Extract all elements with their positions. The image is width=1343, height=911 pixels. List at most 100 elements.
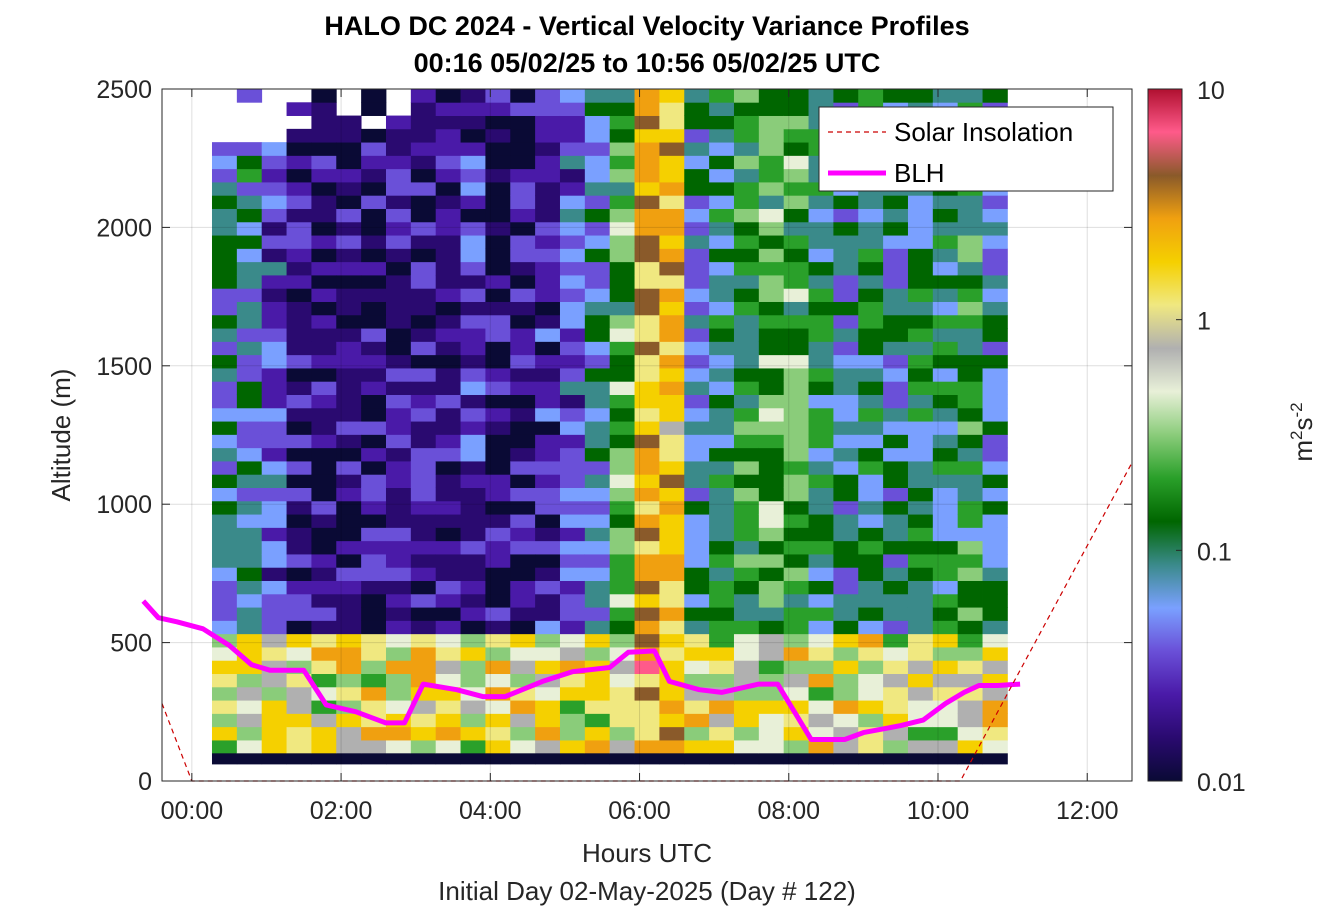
heatmap-cell: [783, 89, 809, 103]
heatmap-cell: [957, 593, 983, 608]
heatmap-cell: [609, 102, 635, 116]
heatmap-cell: [758, 89, 785, 103]
heatmap-cell: [907, 381, 934, 395]
heatmap-cell: [808, 288, 834, 302]
heatmap-cell: [758, 474, 785, 488]
heatmap-cell: [932, 487, 959, 502]
heatmap-cell: [535, 208, 561, 223]
heatmap-cell: [858, 753, 884, 765]
heatmap-cell: [485, 354, 511, 369]
heatmap-cell: [684, 354, 710, 369]
heatmap-cell: [261, 726, 287, 741]
heatmap-cell: [733, 474, 760, 488]
heatmap-cell: [510, 235, 536, 249]
heatmap-cell: [783, 301, 809, 316]
heatmap-cell: [261, 407, 287, 422]
heatmap-cell: [907, 567, 934, 581]
heatmap-cell: [858, 341, 884, 356]
heatmap-cell: [211, 540, 238, 555]
heatmap-cell: [510, 182, 536, 196]
heatmap-cell: [286, 726, 312, 741]
heatmap-cell: [982, 540, 1008, 555]
heatmap-cell: [435, 314, 461, 329]
heatmap-cell: [907, 354, 934, 369]
chart-title-line2: 00:16 05/02/25 to 10:56 05/02/25 UTC: [414, 48, 881, 78]
heatmap-cell: [361, 647, 387, 661]
heatmap-cell: [733, 394, 760, 409]
colorbar-tick-label: 0.1: [1197, 538, 1232, 566]
heatmap-cell: [410, 713, 437, 728]
heatmap-cell: [211, 726, 238, 741]
heatmap-cell: [559, 607, 586, 621]
heatmap-cell: [336, 434, 362, 449]
heatmap-cell: [758, 102, 785, 116]
heatmap-cell: [460, 421, 486, 435]
heatmap-cell: [659, 726, 685, 741]
heatmap-cell: [336, 381, 362, 395]
heatmap-cell: [286, 740, 312, 754]
heatmap-cell: [261, 740, 287, 754]
heatmap-cell: [211, 700, 238, 714]
y-tick-label: 1500: [96, 353, 152, 381]
heatmap-cell: [684, 434, 710, 449]
heatmap-cell: [211, 500, 238, 515]
x-tick-label: 08:00: [757, 797, 820, 825]
heatmap-cell: [311, 407, 337, 422]
heatmap-cell: [584, 500, 611, 515]
heatmap-cell: [261, 527, 287, 542]
heatmap-cell: [584, 580, 611, 595]
heatmap-cell: [510, 607, 536, 621]
heatmap-cell: [236, 527, 263, 542]
heatmap-cell: [261, 593, 287, 608]
heatmap-cell: [907, 740, 934, 754]
heatmap-cell: [858, 527, 884, 542]
heatmap-cell: [485, 182, 511, 196]
heatmap-cell: [236, 607, 263, 621]
heatmap-cell: [609, 208, 635, 223]
heatmap-cell: [559, 368, 586, 382]
heatmap-cell: [783, 527, 809, 542]
heatmap-cell: [634, 235, 660, 249]
heatmap-cell: [883, 235, 909, 249]
heatmap-cell: [858, 354, 884, 369]
heatmap-cell: [833, 593, 859, 608]
heatmap-cell: [783, 155, 809, 170]
heatmap-cell: [659, 275, 685, 289]
heatmap-cell: [758, 607, 785, 621]
heatmap-cell: [758, 660, 785, 675]
heatmap-cell: [311, 487, 337, 502]
heatmap-cell: [883, 500, 909, 515]
heatmap-cell: [883, 527, 909, 542]
heatmap-cell: [485, 195, 511, 209]
heatmap-cell: [385, 115, 412, 130]
heatmap-cell: [559, 89, 586, 103]
heatmap-cell: [907, 474, 934, 488]
heatmap-cell: [758, 686, 785, 701]
heatmap-cell: [609, 607, 635, 621]
heatmap-cell: [559, 381, 586, 395]
heatmap-cell: [858, 394, 884, 409]
heatmap-cell: [609, 567, 635, 581]
heatmap-cell: [684, 314, 710, 329]
heatmap-cell: [883, 221, 909, 236]
heatmap-cell: [733, 235, 760, 249]
heatmap-cell: [261, 275, 287, 289]
heatmap-cell: [609, 381, 635, 395]
heatmap-cell: [858, 261, 884, 276]
heatmap-cell: [485, 527, 511, 542]
heatmap-cell: [485, 328, 511, 342]
heatmap-cell: [510, 487, 536, 502]
heatmap-cell: [559, 593, 586, 608]
heatmap-cell: [584, 593, 611, 608]
heatmap-cell: [559, 633, 586, 648]
heatmap-cell: [410, 447, 437, 462]
heatmap-cell: [211, 275, 238, 289]
heatmap-cell: [659, 314, 685, 329]
heatmap-cell: [684, 527, 710, 542]
heatmap-cell: [957, 354, 983, 369]
heatmap-cell: [410, 620, 437, 635]
heatmap-cell: [684, 208, 710, 223]
heatmap-cell: [932, 394, 959, 409]
heatmap-cell: [634, 407, 660, 422]
